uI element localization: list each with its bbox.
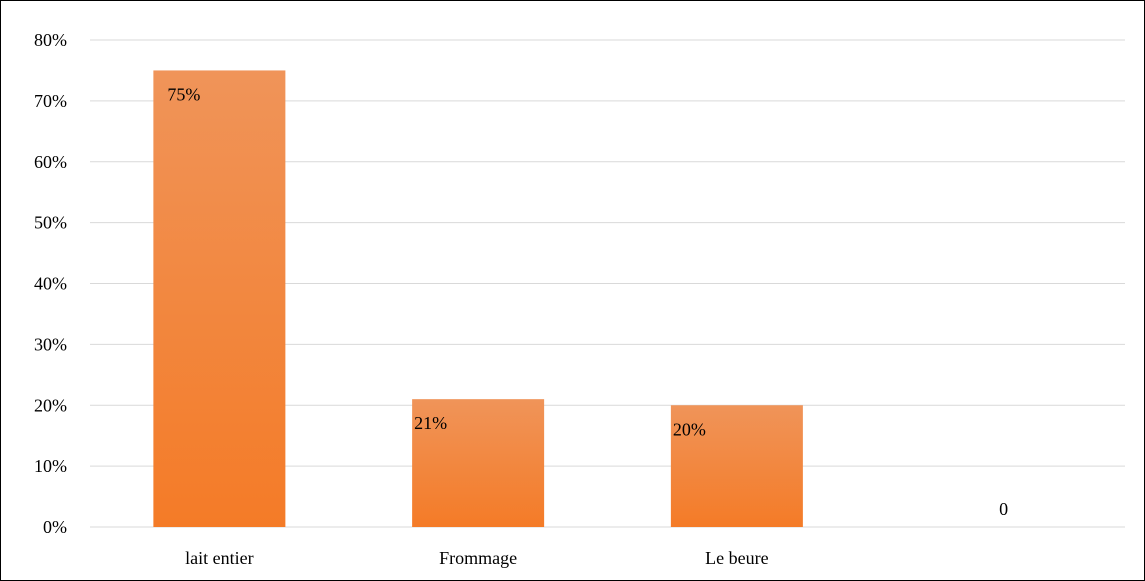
y-tick-label: 0% — [43, 517, 67, 537]
data-labels: 75% 21% 20% 0 — [167, 84, 1008, 519]
y-axis-tick-labels: 0% 10% 20% 30% 40% 50% 60% 70% 80% — [34, 30, 67, 537]
bar — [670, 405, 803, 527]
y-tick-label: 20% — [34, 395, 67, 415]
data-label: 20% — [673, 419, 706, 439]
bar — [412, 399, 545, 527]
x-axis-tick-labels: lait entier Frommage Le beure — [185, 548, 768, 568]
data-label: 21% — [414, 413, 447, 433]
data-label: 75% — [167, 84, 200, 104]
y-tick-label: 30% — [34, 334, 67, 354]
bar — [153, 70, 286, 527]
x-tick-label: Frommage — [439, 548, 517, 568]
y-tick-label: 40% — [34, 274, 67, 294]
x-tick-label: lait entier — [185, 548, 253, 568]
y-tick-label: 10% — [34, 456, 67, 476]
y-tick-label: 70% — [34, 91, 67, 111]
y-tick-label: 60% — [34, 152, 67, 172]
y-tick-label: 80% — [34, 30, 67, 50]
x-tick-label: Le beure — [705, 548, 768, 568]
data-label: 0 — [999, 499, 1008, 519]
bars — [153, 70, 803, 527]
y-tick-label: 50% — [34, 213, 67, 233]
